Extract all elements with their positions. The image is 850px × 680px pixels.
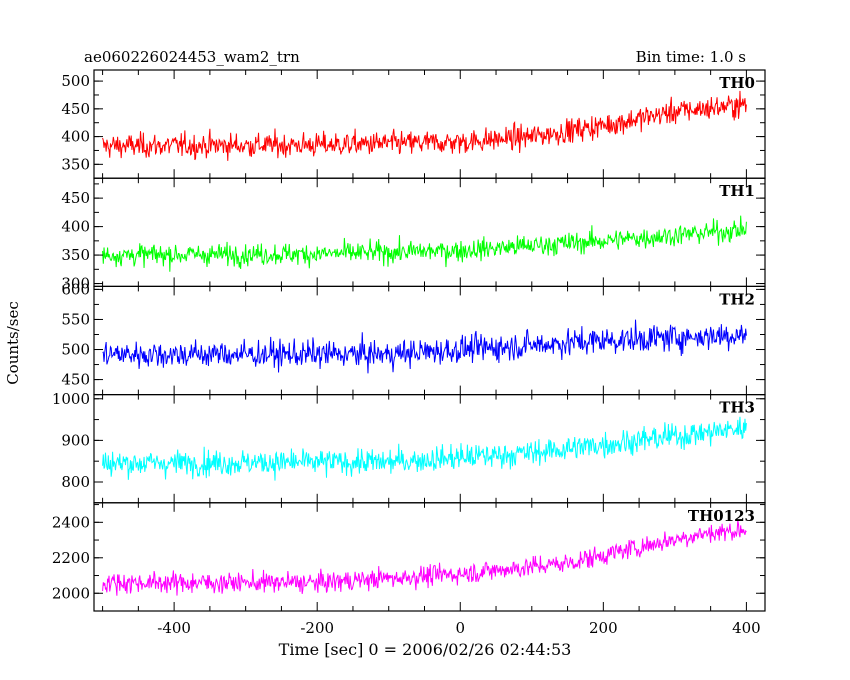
panel-label: TH1: [719, 182, 755, 200]
y-tick-label: 400: [61, 218, 90, 236]
y-tick-label: 900: [61, 431, 90, 449]
series-line-th1: [102, 215, 747, 272]
panel-th0: 350 400 450 500 TH0: [61, 69, 766, 179]
panel-label: TH3: [719, 399, 755, 417]
y-tick-label: 500: [61, 341, 90, 359]
series-line-th3: [102, 416, 747, 481]
y-tick-label: 2200: [52, 549, 90, 567]
panel-frame: [93, 502, 766, 612]
y-tick-label: 350: [61, 246, 90, 264]
x-tick-label: -200: [300, 619, 334, 637]
chart-title-left: ae060226024453_wam2_trn: [84, 48, 300, 66]
panel-th0123: 2000 2200 2400 TH0123: [52, 502, 766, 612]
y-axis-label: Counts/sec: [4, 301, 22, 385]
x-tick-label: 0: [455, 619, 465, 637]
panel-frame: [93, 285, 766, 396]
y-tick-label: 1000: [52, 390, 90, 408]
series-line-th0: [102, 90, 747, 161]
panel-th3: 800 900 1000 TH3: [52, 390, 766, 504]
y-tick-label: 550: [61, 310, 90, 328]
panel-frame: [93, 69, 766, 179]
chart-title-right: Bin time: 1.0 s: [636, 48, 746, 66]
chart-panels: 350 400 450 500 TH0 300 350 400 450 TH1 450 500 550 6…: [52, 69, 766, 637]
y-tick-label: 300: [61, 275, 90, 293]
panel-frame: [93, 394, 766, 504]
panel-th2: 450 500 550 600 TH2: [61, 280, 766, 396]
x-tick-label: -400: [157, 619, 191, 637]
series-line-th0123: [102, 520, 747, 596]
y-tick-label: 600: [61, 280, 90, 298]
y-tick-label: 500: [61, 72, 90, 90]
panel-label: TH0123: [688, 507, 755, 525]
x-tick-label: 200: [589, 619, 618, 637]
y-tick-label: 2400: [52, 513, 90, 531]
panel-th1: 300 350 400 450 TH1: [61, 177, 766, 293]
x-axis-label: Time [sec] 0 = 2006/02/26 02:44:53: [279, 640, 572, 659]
panel-label: TH0: [719, 74, 755, 92]
panel-label: TH2: [719, 290, 755, 308]
y-tick-label: 800: [61, 473, 90, 491]
y-tick-label: 350: [61, 155, 90, 173]
y-tick-label: 450: [61, 100, 90, 118]
x-tick-label: 400: [732, 619, 761, 637]
y-tick-label: 2000: [52, 584, 90, 602]
y-tick-label: 400: [61, 128, 90, 146]
y-tick-label: 450: [61, 189, 90, 207]
y-tick-label: 450: [61, 371, 90, 389]
series-line-th2: [102, 319, 747, 374]
